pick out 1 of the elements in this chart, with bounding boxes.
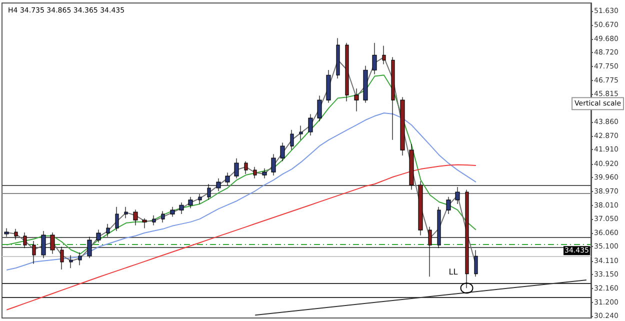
annotation: LL — [448, 268, 458, 277]
